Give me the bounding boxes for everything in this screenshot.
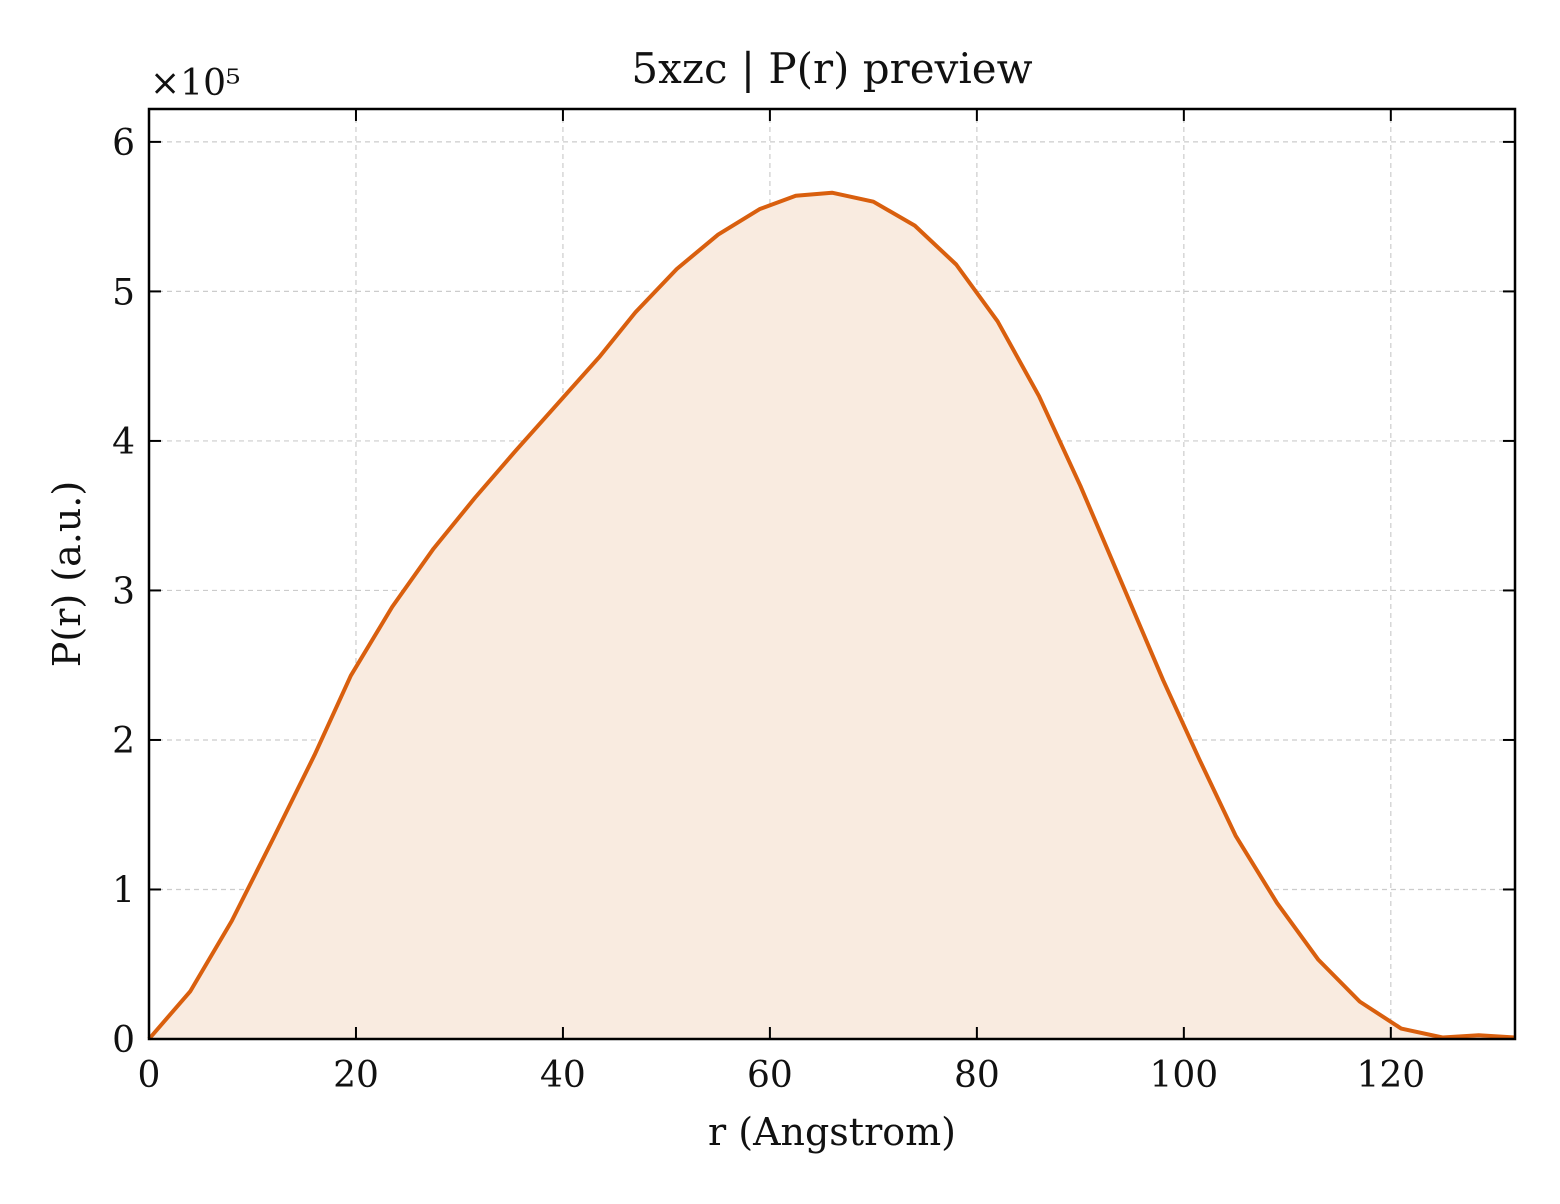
y-tick-label: 5 bbox=[112, 272, 135, 313]
y-tick-label: 1 bbox=[112, 870, 135, 911]
y-tick-label: 0 bbox=[112, 1020, 135, 1061]
y-axis-label: P(r) (a.u.) bbox=[45, 481, 89, 667]
plot-frame bbox=[147, 107, 1517, 1041]
x-tick-label: 60 bbox=[747, 1055, 793, 1096]
x-tick-label: 80 bbox=[954, 1055, 1000, 1096]
x-tick-label: 20 bbox=[333, 1055, 379, 1096]
chart-title: 5xzc | P(r) preview bbox=[631, 44, 1032, 93]
tick-labels: 0 20 40 60 80 100 120 0 1 2 3 4 5 6 bbox=[112, 123, 1425, 1096]
x-axis-label: r (Angstrom) bbox=[708, 1110, 956, 1154]
x-tick-label: 0 bbox=[138, 1055, 161, 1096]
x-tick-label: 40 bbox=[540, 1055, 586, 1096]
y-tick-label: 3 bbox=[112, 571, 135, 612]
x-tick-label: 100 bbox=[1149, 1055, 1218, 1096]
y-tick-label: 2 bbox=[112, 721, 135, 762]
ticks bbox=[148, 109, 1515, 1040]
pr-area-fill bbox=[149, 192, 1515, 1040]
y-tick-label: 4 bbox=[112, 422, 135, 463]
x-tick-label: 120 bbox=[1356, 1055, 1425, 1096]
y-tick-label: 6 bbox=[112, 123, 135, 164]
pr-series-line bbox=[147, 190, 1516, 1041]
y-multiplier-label: ×10⁵ bbox=[150, 63, 240, 104]
